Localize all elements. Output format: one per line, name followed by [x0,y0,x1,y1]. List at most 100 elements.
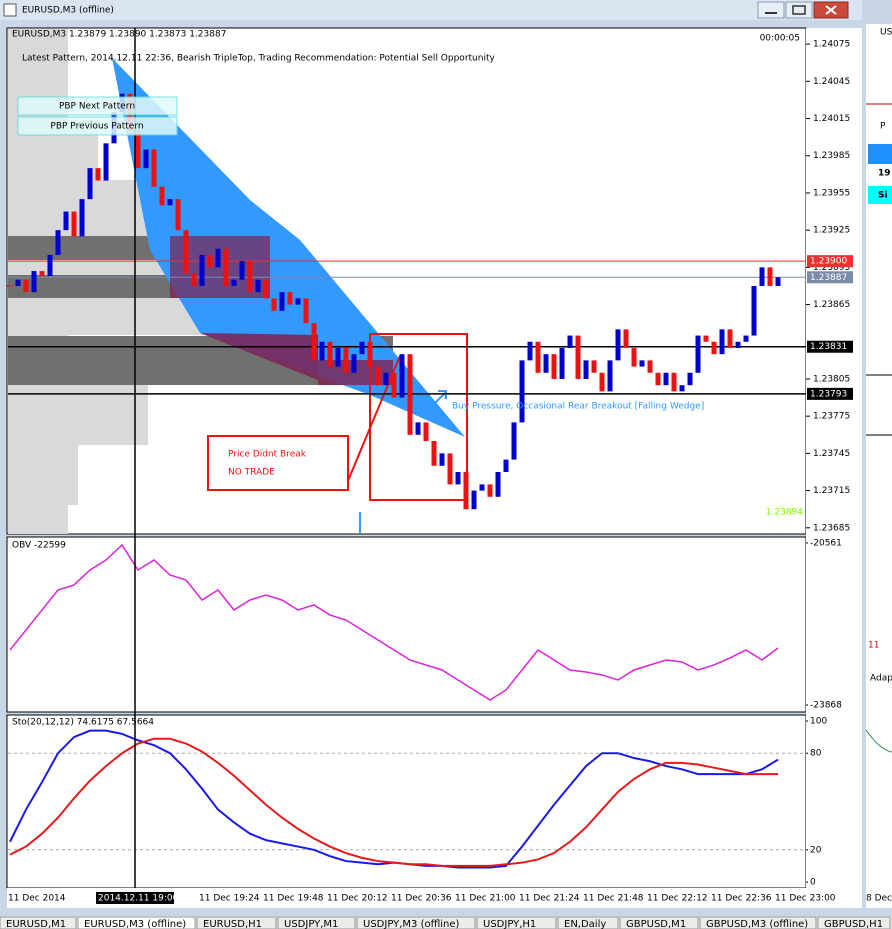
sto-line [9,737,778,867]
candle [583,360,589,379]
candle [631,347,637,367]
candle [215,248,221,268]
tab-label[interactable]: USDJPY,H1 [483,919,536,929]
candle [471,490,477,510]
candle [455,471,461,485]
time-label: 11 Dec 2014 [8,894,66,904]
side-label: Adap [870,674,892,684]
tab[interactable] [196,916,277,929]
candle [231,279,237,286]
candle [615,329,621,361]
note-box [207,435,349,491]
candle [247,261,253,293]
y-tick-label: 100 [810,717,827,727]
chart-header: EURUSD,M3 1.23879 1.23890 1.23873 1.2388… [12,30,226,40]
tab-label[interactable]: EN,Daily [564,919,606,929]
candle [71,211,77,237]
pbp-next-button[interactable]: PBP Next Pattern [59,102,135,112]
y-tick-label: 1.24015 [813,114,850,124]
big-price: 1.23894 [766,508,803,518]
side-box [868,186,892,204]
candle [543,354,549,373]
candle [559,347,565,379]
tab-label[interactable]: GBPUSD,H1 [824,919,883,929]
price-axis [806,28,862,888]
tab[interactable] [817,916,891,929]
candle [727,329,733,348]
time-label: 11 Dec 20:36 [391,894,452,904]
candle [399,354,405,398]
tab-label[interactable]: EURUSD,H1 [203,919,262,929]
candle [295,298,301,305]
tab[interactable] [77,916,196,929]
sto-title: Sto(20,12,12) 74.6175 67.5664 [12,718,154,728]
time-axis [7,888,862,908]
tab[interactable] [277,916,356,929]
candle [663,372,669,386]
y-tick-label: 80 [810,749,822,759]
tab[interactable] [619,916,699,929]
tab[interactable] [699,916,817,929]
candle [407,354,413,435]
side-window-panel [866,24,892,908]
box-note: NO TRADE [228,468,275,478]
pbp-previous-button[interactable]: PBP Previous Pattern [50,122,143,132]
candle [303,298,309,324]
minimize-button[interactable] [757,1,785,19]
maximize-button[interactable] [785,1,813,19]
candle [527,341,533,361]
tab[interactable] [557,916,619,929]
obv-panel [6,536,807,713]
tab-label[interactable]: GBPUSD,M3 (offline) [706,919,808,929]
candle [535,341,541,373]
tab-label[interactable]: USDJPY,M3 (offline) [363,919,460,929]
button-box[interactable] [17,96,178,116]
candle [287,292,293,305]
candle [607,360,613,392]
button-box[interactable] [17,116,178,136]
highlight-box [369,333,468,501]
cursor-time-box [96,892,174,904]
y-tick-label: -20561 [810,539,842,549]
candle [79,199,85,237]
candle [479,484,485,491]
y-tick-label: 1.24075 [813,40,850,50]
candle [703,335,709,342]
candle [207,254,213,268]
tab-label[interactable]: GBPUSD,M1 [626,919,686,929]
y-tick-label: 1.23745 [813,449,850,459]
candle [87,168,93,200]
candle [167,199,173,206]
candle [255,279,261,293]
maximize-glyph [792,5,806,15]
candle [183,230,189,274]
time-label: 11 Dec 19:48 [263,894,324,904]
side-box [868,144,892,164]
tab-label[interactable]: EURUSD,M1 [6,919,66,929]
tab[interactable] [0,916,77,929]
sto-panel [6,714,807,889]
time-label: 11 Dec 22:36 [711,894,772,904]
pointer-line [344,355,401,489]
candle [31,271,37,293]
candle [135,130,141,169]
tab[interactable] [356,916,476,929]
price-label: 1.23887 [810,273,847,283]
y-tick-label: 1.23805 [813,374,850,384]
y-tick-label: 1.24045 [813,77,850,87]
candle [647,360,653,373]
candle [375,366,381,386]
tab-label[interactable]: EURUSD,M3 (offline) [84,919,186,929]
candle [575,335,581,379]
side-label: 19 [878,169,891,179]
y-tick-label: 1.23775 [813,412,850,422]
candle [95,168,101,181]
y-tick-label: 0 [810,878,816,888]
candle [743,335,749,342]
tab-label[interactable]: USDJPY,M1 [284,919,338,929]
tab[interactable] [476,916,557,929]
time-label: 11 Dec 21:24 [519,894,580,904]
timer: 00:00:05 [760,34,800,44]
side-curve [865,729,892,753]
candle [175,199,181,231]
